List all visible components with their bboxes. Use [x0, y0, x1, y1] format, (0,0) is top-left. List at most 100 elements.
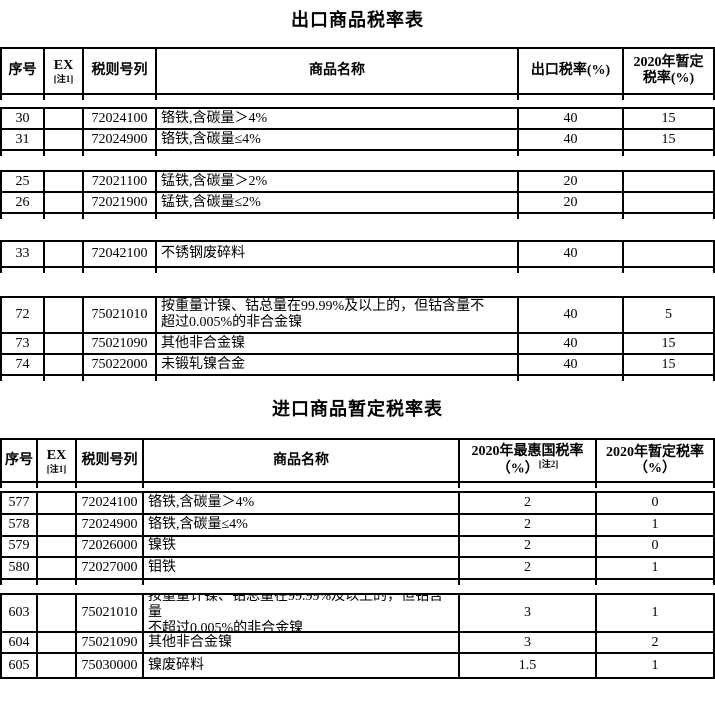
row-name-cell: 其他非合金镍 [157, 334, 517, 353]
row-name-cell: 钼铁 [144, 558, 458, 578]
row-seq-cell: 603 [2, 595, 36, 631]
row-seq-cell: 605 [2, 654, 36, 677]
row-rate-cell: 3 [460, 595, 595, 631]
row-code-cell: 75030000 [77, 654, 142, 677]
row-temp-cell: 5 [624, 298, 713, 332]
row-code-cell: 72024900 [84, 130, 155, 149]
clipped-rows-stub [0, 483, 715, 488]
row-seq-cell: 72 [2, 298, 43, 332]
import-header-code: 税则号列 [77, 440, 142, 481]
import-header-seq: 序号 [2, 440, 36, 481]
row-ex-cell [45, 130, 82, 149]
row-code-cell: 75021010 [77, 595, 142, 631]
row-rate-cell: 40 [519, 355, 622, 374]
row-name-cell: 铬铁,含碳量＞4% [157, 109, 517, 128]
clipped-rows-stub [0, 214, 715, 219]
row-ex-cell [38, 536, 75, 557]
row-ex-cell [38, 595, 75, 631]
import-header-name: 商品名称 [144, 440, 458, 481]
export-header-code: 税则号列 [84, 49, 155, 93]
import-table-header: 序号 EX [注1] 税则号列 商品名称 2020年最惠国税率 （%）[注2] … [0, 438, 715, 483]
row-ex-cell [38, 633, 75, 652]
import-header-ex: EX [注1] [38, 440, 75, 481]
row-code-cell: 72042100 [84, 242, 155, 266]
export-table-header: 序号 EX [注1] 税则号列 商品名称 出口税率(%) 2020年暂定 税率(… [0, 47, 715, 95]
row-temp-cell: 15 [624, 334, 713, 353]
row-temp-cell: 2 [597, 633, 713, 652]
table-row-group: 33 72042100 不锈钢废碎料 40 [0, 240, 715, 268]
clipped-rows-stub [0, 376, 715, 381]
row-temp-cell: 15 [624, 130, 713, 149]
row-ex-cell [45, 298, 82, 332]
row-temp-cell [624, 172, 713, 191]
export-header-name: 商品名称 [157, 49, 517, 93]
row-ex-cell [38, 493, 75, 513]
table-row-group: 603 75021010 按重量计镍、钴总量在99.99%及以上的，但钴含量 不超过… [0, 593, 715, 679]
row-name-cell: 铬铁,含碳量≤4% [157, 130, 517, 149]
row-name-cell: 铬铁,含碳量＞4% [144, 493, 458, 513]
temp-rate-line2: （%） [634, 460, 676, 476]
row-temp-cell: 0 [597, 536, 713, 557]
row-seq-cell: 30 [2, 109, 43, 128]
row-name-cell: 镍废碎料 [144, 654, 458, 677]
row-ex-cell [45, 334, 82, 353]
row-rate-cell: 40 [519, 130, 622, 149]
row-ex-cell [45, 109, 82, 128]
row-code-cell: 72021100 [84, 172, 155, 191]
import-table-title: 进口商品暂定税率表 [272, 399, 443, 419]
row-ex-cell [38, 514, 75, 535]
clipped-rows-stub [0, 95, 715, 100]
ex-footnote-ref: [注1] [46, 463, 67, 474]
row-code-cell: 72024100 [84, 109, 155, 128]
row-name-cell: 按重量计镍、钴总量在99.99%及以上的，但钴含量 不超过0.005%的非合金镍 [144, 595, 458, 631]
row-temp-cell: 1 [597, 654, 713, 677]
table-row-group: 25 72021100 锰铁,含碳量＞2% 20 26 72021900 锰铁,含碳量≤2%… [0, 170, 715, 214]
import-header-mfn-rate: 2020年最惠国税率 （%）[注2] [460, 440, 595, 481]
row-name-cell: 锰铁,含碳量≤2% [157, 193, 517, 212]
row-code-cell: 72024100 [77, 493, 142, 513]
export-table-title: 出口商品税率表 [291, 10, 424, 30]
import-table-body: 577 72024100 铬铁,含碳量＞4% 2 0 578 72024900 铬铁,含碳量≤… [0, 491, 715, 679]
row-rate-cell: 40 [519, 242, 622, 266]
import-header-temp-rate: 2020年暂定税率 （%） [597, 440, 713, 481]
row-name-cell: 未锻轧镍合金 [157, 355, 517, 374]
clipped-rows-stub [0, 268, 715, 273]
row-code-cell: 75021090 [84, 334, 155, 353]
row-seq-cell: 578 [2, 514, 36, 535]
row-rate-cell: 20 [519, 193, 622, 212]
export-header-ex: EX [注1] [45, 49, 82, 93]
row-name-cell: 其他非合金镍 [144, 633, 458, 652]
row-rate-cell: 2 [460, 514, 595, 535]
table-row-group: 30 72024100 铬铁,含碳量＞4% 40 15 31 72024900 铬铁,含碳量≤… [0, 107, 715, 151]
clipped-rows-stub [0, 580, 715, 585]
row-temp-cell: 0 [597, 493, 713, 513]
table-row-group: 72 75021010 按重量计镍、钴总量在99.99%及以上的，但钴含量不 超过0… [0, 296, 715, 376]
temp-rate-line2: 税率(%) [642, 71, 695, 86]
row-name-cell: 不锈钢废碎料 [157, 242, 517, 266]
row-seq-cell: 579 [2, 536, 36, 557]
row-rate-cell: 20 [519, 172, 622, 191]
row-code-cell: 72024900 [77, 514, 142, 535]
row-temp-cell [624, 242, 713, 266]
row-seq-cell: 74 [2, 355, 43, 374]
row-ex-cell [45, 355, 82, 374]
row-ex-cell [38, 654, 75, 677]
row-ex-cell [45, 172, 82, 191]
row-temp-cell [624, 193, 713, 212]
row-temp-cell: 15 [624, 355, 713, 374]
export-table-body: 30 72024100 铬铁,含碳量＞4% 40 15 31 72024900 铬铁,含碳量≤… [0, 107, 715, 381]
export-header-temp-rate: 2020年暂定 税率(%) [624, 49, 713, 93]
export-header-rate: 出口税率(%) [519, 49, 622, 93]
temp-rate-line1: 2020年暂定税率 [606, 444, 704, 460]
row-name-cell: 按重量计镍、钴总量在99.99%及以上的，但钴含量不 超过0.005%的非合金镍 [157, 298, 517, 332]
row-rate-cell: 2 [460, 536, 595, 557]
row-seq-cell: 31 [2, 130, 43, 149]
row-code-cell: 75022000 [84, 355, 155, 374]
ex-label: EX [46, 447, 67, 463]
row-code-cell: 75021090 [77, 633, 142, 652]
row-rate-cell: 40 [519, 109, 622, 128]
row-ex-cell [38, 558, 75, 578]
row-rate-cell: 1.5 [460, 654, 595, 677]
row-seq-cell: 73 [2, 334, 43, 353]
